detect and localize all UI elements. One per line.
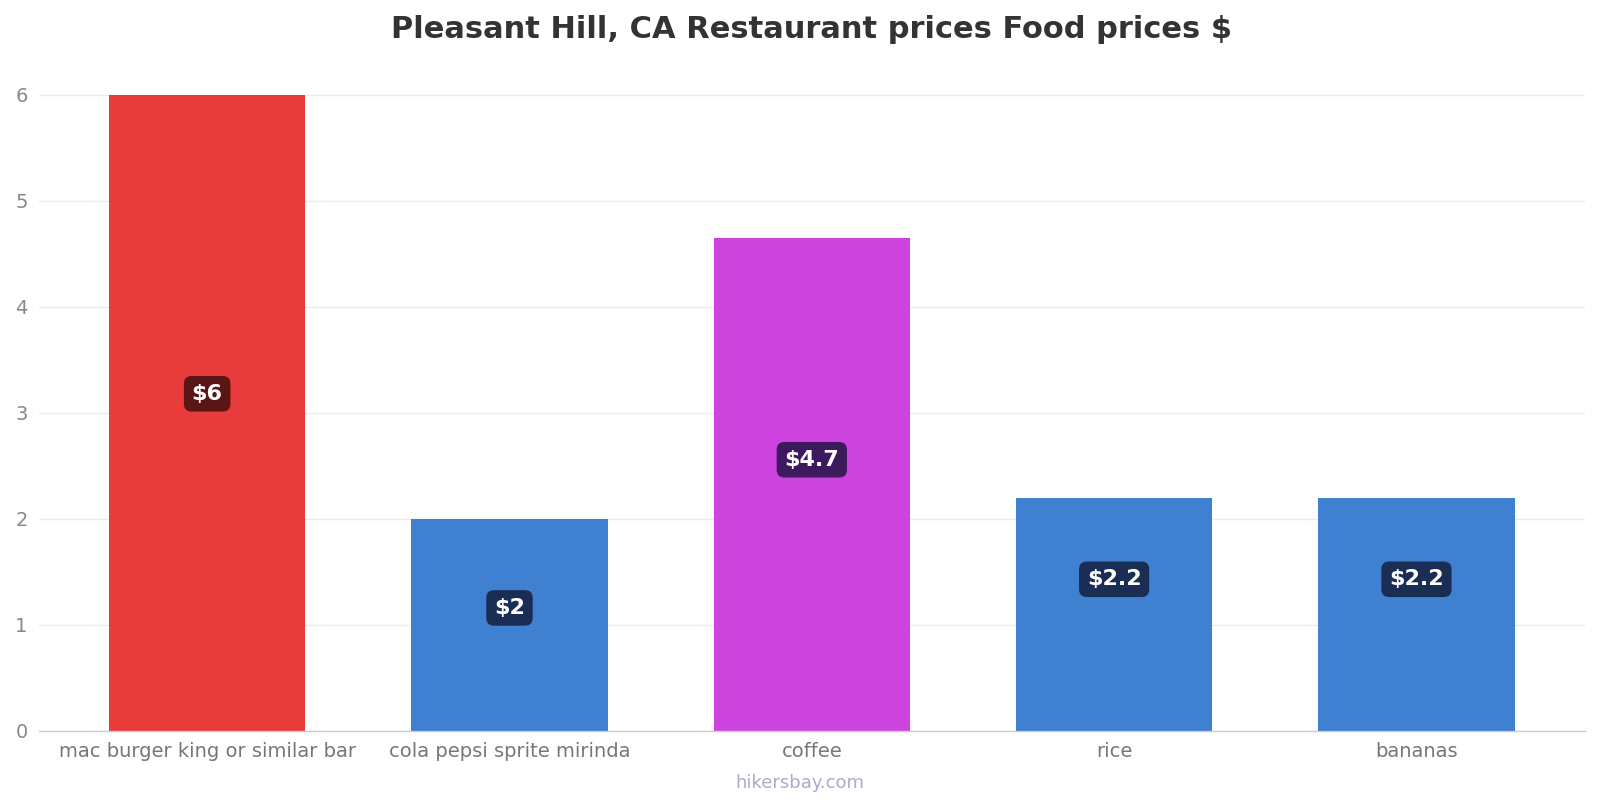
Bar xyxy=(1318,498,1515,731)
Title: Pleasant Hill, CA Restaurant prices Food prices $: Pleasant Hill, CA Restaurant prices Food… xyxy=(392,15,1232,44)
Text: $2: $2 xyxy=(494,598,525,618)
Text: $2.2: $2.2 xyxy=(1389,570,1443,590)
Bar xyxy=(411,519,608,731)
Text: $2.2: $2.2 xyxy=(1086,570,1141,590)
Bar xyxy=(109,95,306,731)
Text: $6: $6 xyxy=(192,384,222,404)
Text: hikersbay.com: hikersbay.com xyxy=(736,774,864,792)
Bar xyxy=(714,238,910,731)
Bar xyxy=(1016,498,1213,731)
Text: $4.7: $4.7 xyxy=(784,450,838,470)
